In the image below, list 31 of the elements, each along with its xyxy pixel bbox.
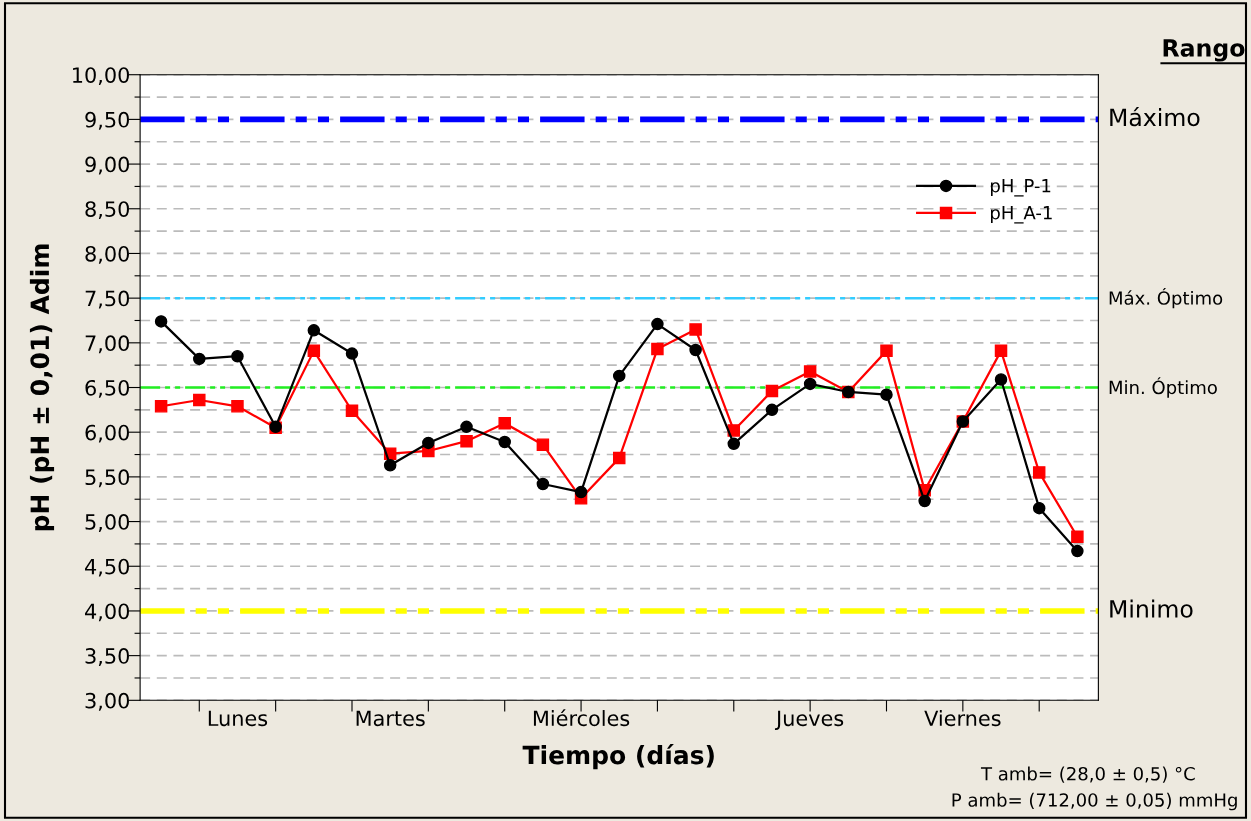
y-tick-label: 3,00 [85, 692, 130, 711]
y-tick-label: 6,00 [85, 424, 130, 443]
y-tick-label: 9,00 [85, 156, 130, 175]
y-tick-label: 5,50 [85, 469, 130, 488]
x-axis-title: Tiempo (días) [522, 744, 714, 770]
y-tick-label: 8,00 [85, 245, 130, 264]
ref-line-label: Máximo [1110, 107, 1200, 127]
y-tick-label: 3,50 [85, 648, 130, 666]
legend-label: pH_A-1 [991, 206, 1052, 224]
x-tick-label: Lunes [208, 710, 268, 727]
y-tick-label: 8,50 [85, 201, 130, 220]
text: T amb= (28,0 ± 0,5) °C [980, 766, 1195, 783]
x-tick-label: Jueves [774, 710, 844, 731]
ref-line-label: Máx. Óptimo [1109, 287, 1223, 309]
y-axis-title: pH (pH ± 0,01) Adim [29, 244, 55, 531]
text: Rango [1163, 39, 1245, 62]
y-tick-label: 10,00 [73, 67, 130, 86]
x-tick-label: Miércoles [533, 709, 630, 727]
ref-line-label: Min. Óptimo [1109, 377, 1217, 398]
text: P amb= (712,00 ± 0,05) mmHg [952, 792, 1237, 811]
x-tick-label: Viernes [924, 710, 1001, 727]
y-tick-label: 6,50 [85, 379, 130, 398]
y-tick-label: 9,50 [85, 111, 130, 130]
y-tick-label: 4,50 [85, 558, 130, 577]
y-tick-label: 7,00 [85, 335, 130, 354]
y-tick-label: 5,00 [85, 514, 130, 532]
legend-label: pH_P-1 [991, 179, 1051, 197]
y-tick-label: 7,50 [85, 290, 130, 309]
y-tick-label: 4,00 [85, 603, 130, 622]
x-tick-label: Martes [356, 710, 425, 727]
ref-line-label: Minimo [1110, 599, 1193, 618]
